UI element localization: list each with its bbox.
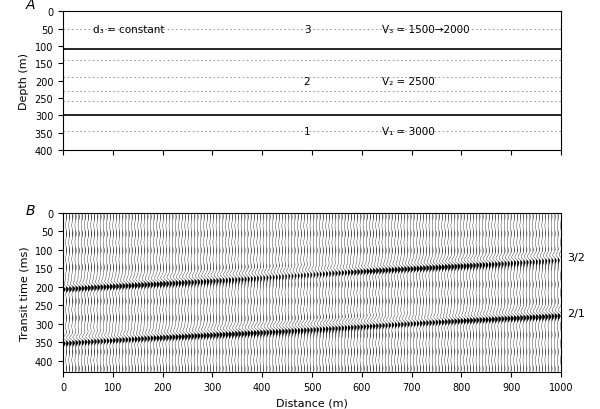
Text: 3/2: 3/2 — [567, 252, 585, 263]
Text: 2: 2 — [304, 76, 310, 86]
Text: A: A — [26, 0, 35, 12]
Text: 2/1: 2/1 — [567, 308, 585, 318]
Text: B: B — [26, 204, 35, 218]
Text: 1: 1 — [304, 127, 310, 137]
Y-axis label: Depth (m): Depth (m) — [19, 53, 29, 110]
Text: d₃ = constant: d₃ = constant — [93, 25, 164, 34]
X-axis label: Distance (m): Distance (m) — [276, 398, 348, 407]
Text: V₁ = 3000: V₁ = 3000 — [382, 127, 434, 137]
Text: V₂ = 2500: V₂ = 2500 — [382, 76, 434, 86]
Y-axis label: Transit time (ms): Transit time (ms) — [19, 245, 29, 340]
Text: 3: 3 — [304, 25, 310, 34]
Text: V₃ = 1500→2000: V₃ = 1500→2000 — [382, 25, 469, 34]
